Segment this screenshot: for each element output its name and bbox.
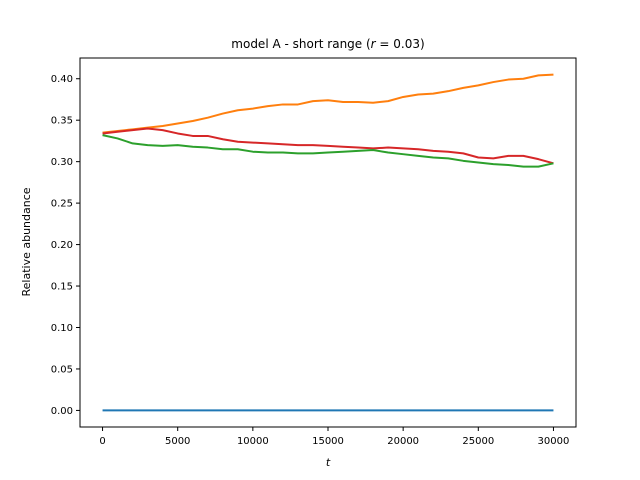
x-tick-label: 0 [99,436,105,447]
x-tick-label: 15000 [312,436,344,447]
series-line-1 [102,73,554,134]
x-tick-label: 10000 [237,436,269,447]
y-tick-label: 0.00 [51,406,73,417]
y-tick-label: 0.10 [51,323,73,334]
y-tick-label: 0.40 [51,74,73,85]
series-line-3 [102,134,554,168]
x-tick-label: 25000 [462,436,494,447]
y-tick-label: 0.05 [51,364,73,375]
chart-title-rest: = 0.03) [376,37,425,51]
y-tick-label: 0.15 [51,282,73,293]
x-tick-label: 20000 [387,436,419,447]
series-layer [102,73,554,412]
x-axis-label: t [326,456,331,469]
y-axis-label: Relative abundance [20,187,33,296]
y-tick-label: 0.30 [51,157,73,168]
y-tick-label: 0.20 [51,240,73,251]
chart-title-variable: r [371,37,377,51]
chart-title: model A - short range (r = 0.03) [231,37,424,51]
chart-title-main: model A - short range ( [231,37,370,51]
y-tick-label: 0.35 [51,116,73,127]
y-tick-label: 0.25 [51,199,73,210]
x-tick-label: 5000 [165,436,190,447]
y-axis: 0.00 0.05 0.10 0.15 0.20 0.25 0.30 0.35 0.40 [51,74,80,417]
x-axis: 0 5000 10000 15000 20000 25000 30000 [99,427,569,447]
series-line-2 [102,127,554,165]
x-tick-label: 30000 [538,436,570,447]
